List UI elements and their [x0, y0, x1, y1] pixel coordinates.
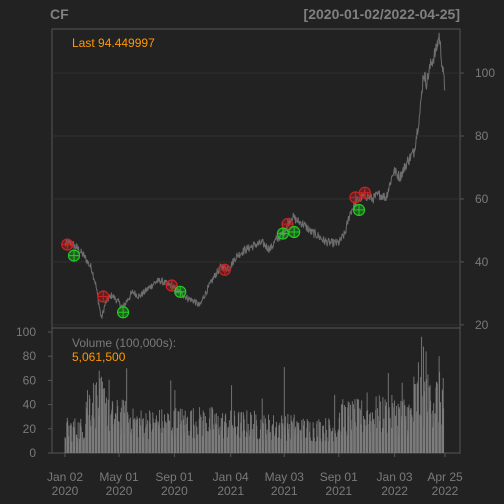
volume-tick-label: 60: [23, 373, 37, 387]
price-panel: 20 40 60 80 100: [51, 28, 495, 332]
volume-last-value: 5,061,500: [72, 350, 126, 364]
price-tick-label: 100: [475, 66, 495, 80]
sell-signal-marker: [61, 238, 74, 251]
buy-signal-marker: [288, 225, 301, 239]
x-tick-year: 2022: [381, 484, 408, 498]
buy-signal-marker: [276, 227, 290, 240]
last-price-prefix: Last: [72, 36, 95, 50]
x-tick-year: 2022: [432, 484, 459, 498]
x-tick-label: May 01: [99, 470, 139, 484]
volume-panel: 0 20 40 60 80 100: [16, 325, 461, 460]
sell-signal-marker: [165, 279, 178, 292]
volume-tick-label: 20: [23, 422, 37, 436]
x-tick-year: 2021: [217, 484, 244, 498]
sell-signal-marker: [218, 263, 231, 276]
buy-signal-marker: [116, 306, 130, 319]
volume-tick-label: 100: [16, 325, 36, 339]
volume-tick-label: 0: [29, 446, 36, 460]
symbol-title: CF: [50, 6, 69, 22]
date-range-title: [2020-01-02/2022-04-25]: [304, 6, 460, 22]
x-tick-year: 2020: [106, 484, 133, 498]
x-tick-label: Apr 25: [427, 470, 463, 484]
x-tick-label: Jan 02: [47, 470, 83, 484]
sell-signal-marker: [358, 186, 371, 199]
x-tick-year: 2021: [325, 484, 352, 498]
x-tick-label: May 03: [265, 470, 305, 484]
x-tick-label: Jan 03: [377, 470, 413, 484]
buy-signal-marker: [352, 203, 366, 217]
volume-tick-label: 80: [23, 349, 37, 363]
x-tick-label: Sep 01: [155, 470, 193, 484]
x-tick-year: 2020: [161, 484, 188, 498]
price-tick-label: 60: [475, 192, 489, 206]
x-tick-year: 2021: [271, 484, 298, 498]
last-price-value: 94.449997: [98, 36, 155, 50]
buy-signal-marker: [174, 285, 187, 298]
price-tick-label: 40: [475, 255, 489, 269]
buy-signal-marker: [67, 249, 81, 262]
price-tick-label: 80: [475, 129, 489, 143]
x-tick-label: Sep 01: [320, 470, 358, 484]
sell-signal-marker: [97, 290, 110, 303]
price-series-line: [64, 32, 446, 319]
price-tick-label: 20: [475, 318, 489, 332]
sell-signal-marker: [349, 191, 362, 204]
x-tick-year: 2020: [52, 484, 79, 498]
last-price-label: Last 94.449997: [72, 36, 155, 50]
volume-label: Volume (100,000s):: [72, 336, 176, 350]
x-tick-label: Jan 04: [213, 470, 249, 484]
volume-tick-label: 40: [23, 398, 37, 412]
